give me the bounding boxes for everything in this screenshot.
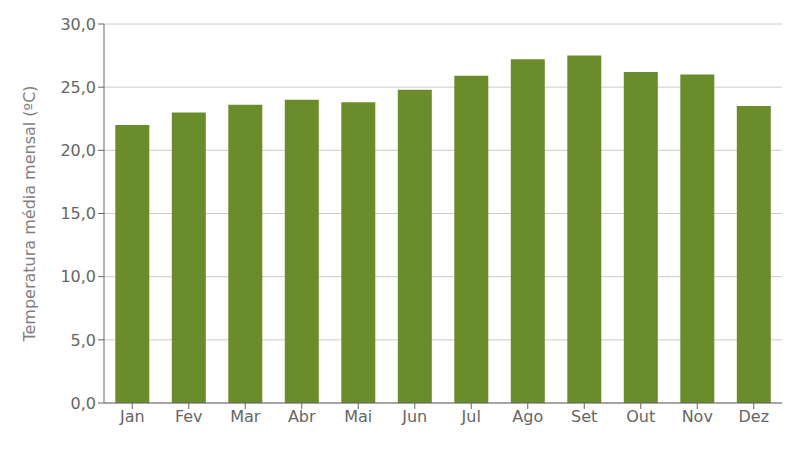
svg-text:15,0: 15,0	[60, 204, 96, 223]
svg-text:10,0: 10,0	[60, 267, 96, 286]
svg-text:Out: Out	[626, 407, 655, 426]
svg-text:Mai: Mai	[344, 407, 372, 426]
svg-text:Fev: Fev	[175, 407, 203, 426]
svg-text:Temperatura média mensal (ºC): Temperatura média mensal (ºC)	[20, 85, 39, 342]
svg-text:25,0: 25,0	[60, 78, 96, 97]
svg-text:Dez: Dez	[738, 407, 769, 426]
svg-text:30,0: 30,0	[60, 15, 96, 34]
svg-text:Set: Set	[571, 407, 597, 426]
svg-text:Abr: Abr	[288, 407, 316, 426]
svg-text:5,0: 5,0	[71, 331, 96, 350]
svg-text:20,0: 20,0	[60, 141, 96, 160]
svg-text:0,0: 0,0	[71, 394, 96, 413]
svg-text:Jun: Jun	[401, 407, 427, 426]
svg-text:Nov: Nov	[682, 407, 713, 426]
svg-text:Jul: Jul	[461, 407, 481, 426]
svg-text:Mar: Mar	[230, 407, 261, 426]
svg-text:Ago: Ago	[512, 407, 543, 426]
svg-text:Jan: Jan	[119, 407, 145, 426]
